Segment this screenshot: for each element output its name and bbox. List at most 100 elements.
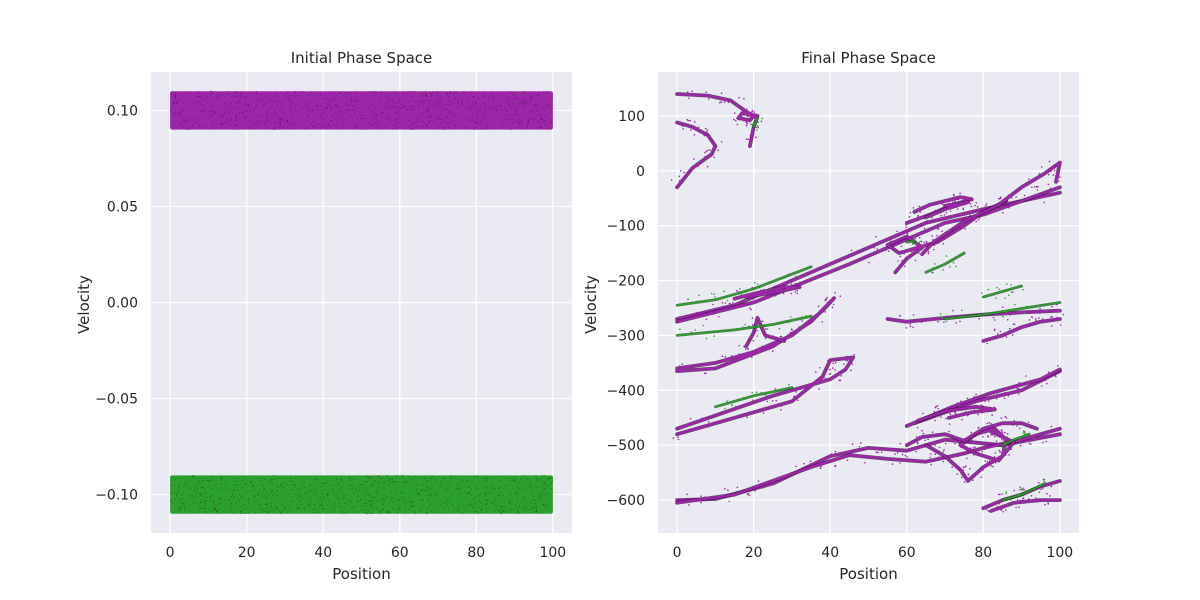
data-point — [198, 492, 200, 495]
data-point — [326, 125, 328, 127]
data-point — [683, 171, 685, 174]
data-point — [271, 107, 273, 109]
data-point — [176, 478, 178, 480]
data-points — [169, 90, 554, 515]
data-point — [504, 107, 506, 109]
data-point — [431, 94, 433, 96]
data-point — [238, 123, 240, 125]
data-point — [275, 507, 277, 509]
data-point — [212, 114, 214, 116]
data-point — [237, 97, 239, 99]
data-point — [503, 510, 505, 512]
data-point — [209, 500, 212, 502]
data-point — [450, 493, 452, 495]
data-point — [724, 488, 726, 490]
data-point — [181, 505, 183, 508]
data-point — [266, 508, 268, 510]
data-point — [212, 501, 214, 503]
y-axis-label: Velocity — [75, 275, 93, 334]
data-point — [911, 441, 913, 443]
data-point — [202, 496, 204, 498]
data-point — [938, 446, 941, 449]
data-point — [499, 497, 501, 499]
data-point — [523, 499, 525, 501]
data-point — [263, 510, 265, 512]
point-band — [170, 91, 553, 130]
data-point — [443, 476, 445, 478]
data-point — [1004, 441, 1007, 444]
data-point — [249, 481, 251, 483]
data-point — [694, 329, 696, 331]
data-point — [499, 490, 501, 493]
data-point — [1018, 440, 1021, 443]
data-point — [284, 506, 286, 508]
data-point — [519, 483, 521, 485]
data-point — [474, 475, 476, 477]
data-point — [934, 419, 936, 422]
data-point — [912, 242, 915, 244]
data-point — [996, 459, 999, 461]
data-point — [406, 113, 408, 115]
data-point — [393, 124, 395, 126]
data-point — [280, 511, 282, 513]
data-point — [1051, 325, 1053, 327]
data-point — [922, 432, 925, 435]
data-point — [1042, 441, 1044, 444]
data-point — [427, 109, 429, 111]
data-point — [920, 222, 922, 225]
data-point — [706, 130, 708, 133]
data-point — [774, 294, 777, 297]
data-point — [295, 95, 298, 98]
data-point — [224, 483, 227, 485]
data-point — [454, 98, 456, 100]
data-point — [202, 507, 204, 509]
data-point — [1059, 324, 1062, 326]
data-point — [341, 511, 343, 513]
data-point — [521, 124, 523, 126]
data-point — [447, 99, 449, 101]
data-point — [315, 478, 317, 481]
data-point — [479, 494, 481, 497]
data-point — [235, 502, 237, 504]
data-point — [326, 97, 328, 99]
data-point — [317, 478, 319, 481]
data-point — [203, 488, 205, 490]
data-point — [957, 198, 960, 201]
data-point — [896, 230, 898, 233]
data-point — [410, 505, 412, 507]
data-point — [277, 508, 279, 510]
data-point — [742, 116, 745, 119]
data-point — [353, 493, 355, 495]
data-point — [199, 505, 201, 507]
data-point — [974, 204, 976, 207]
data-point — [853, 354, 855, 356]
data-point — [196, 95, 198, 97]
data-point — [840, 374, 842, 377]
data-point — [803, 462, 805, 465]
data-point — [315, 488, 317, 490]
data-point — [910, 250, 913, 253]
data-point — [282, 127, 284, 129]
data-point — [383, 485, 385, 487]
data-point — [1031, 186, 1033, 189]
data-point — [280, 485, 282, 487]
data-point — [850, 249, 853, 252]
data-point — [437, 91, 439, 93]
data-point — [183, 118, 185, 120]
data-point — [821, 321, 823, 323]
data-point — [1031, 316, 1034, 319]
data-point — [218, 504, 220, 506]
data-point — [341, 110, 343, 112]
data-point — [526, 477, 528, 479]
data-point — [174, 478, 176, 480]
data-point — [949, 210, 952, 212]
data-point — [1012, 291, 1014, 294]
data-point — [229, 508, 231, 510]
data-point — [245, 99, 247, 101]
data-point — [352, 117, 354, 119]
data-point — [395, 120, 397, 122]
data-point — [233, 128, 235, 130]
data-point — [1024, 312, 1026, 314]
data-point — [461, 481, 463, 483]
data-point — [690, 129, 692, 131]
